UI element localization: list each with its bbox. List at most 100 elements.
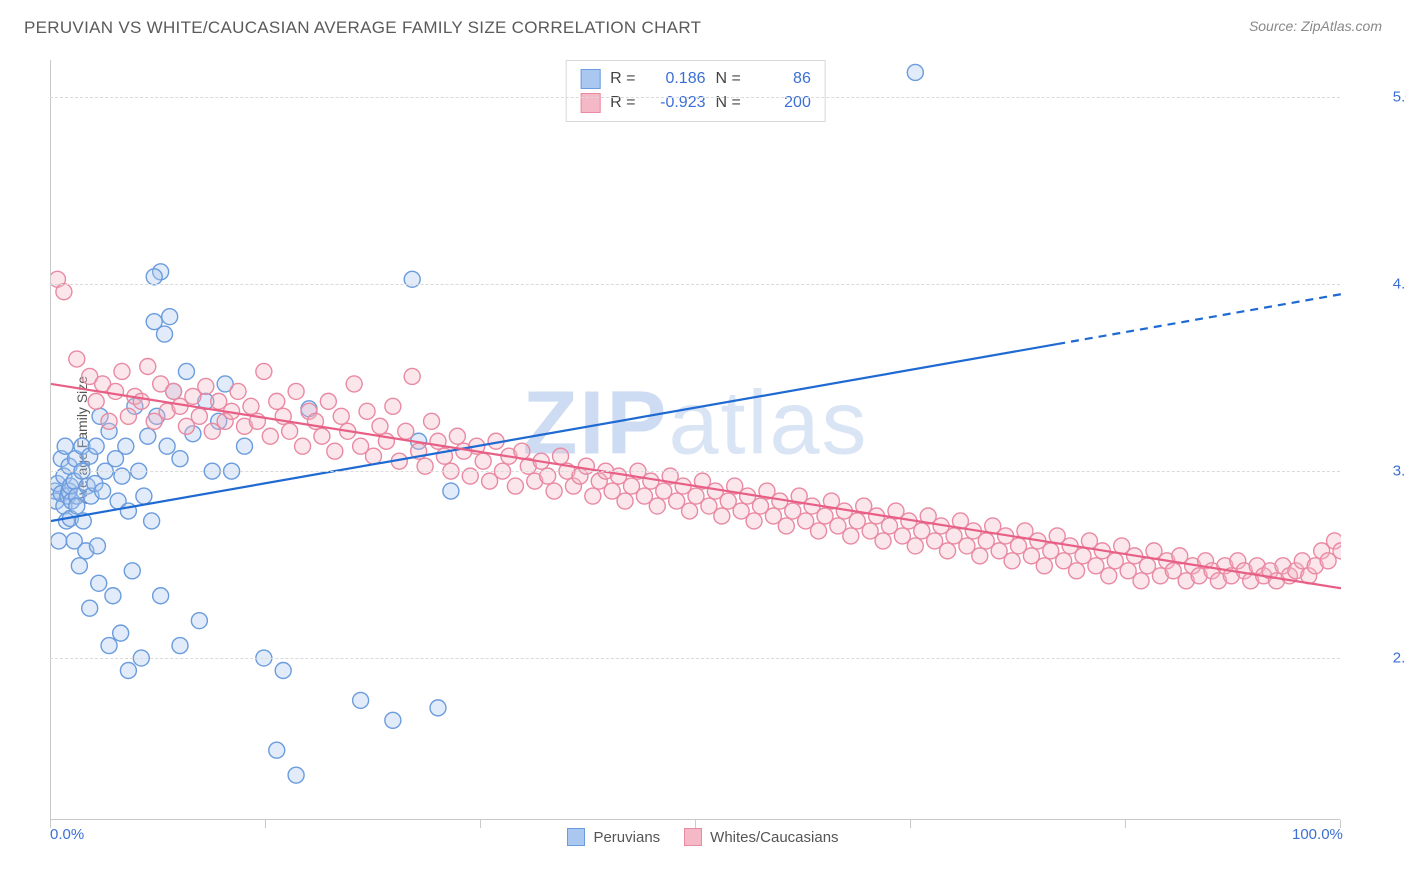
chart-title: PERUVIAN VS WHITE/CAUCASIAN AVERAGE FAMI… <box>24 18 701 38</box>
data-point-peruvians <box>140 428 156 444</box>
legend-swatch-icon <box>684 828 702 846</box>
legend-item: Whites/Caucasians <box>684 828 838 846</box>
x-tick-mark <box>265 820 266 828</box>
data-point-peruvians <box>269 742 285 758</box>
data-point-whites <box>424 413 440 429</box>
scatter-plot-svg <box>51 60 1341 820</box>
gridline <box>50 471 1340 472</box>
data-point-whites <box>69 351 85 367</box>
data-point-whites <box>230 383 246 399</box>
data-point-peruvians <box>95 483 111 499</box>
legend-label: Peruvians <box>593 829 660 846</box>
data-point-peruvians <box>69 498 85 514</box>
data-point-whites <box>133 393 149 409</box>
data-point-peruvians <box>353 692 369 708</box>
data-point-peruvians <box>146 269 162 285</box>
data-point-peruvians <box>157 326 173 342</box>
data-point-peruvians <box>907 64 923 80</box>
regression-line-extrapolated-peruvians <box>1057 294 1341 344</box>
data-point-peruvians <box>237 438 253 454</box>
correlation-legend-row: R = -0.923 N = 200 <box>580 91 811 115</box>
data-point-whites <box>907 538 923 554</box>
data-point-whites <box>546 483 562 499</box>
gridline <box>50 284 1340 285</box>
data-point-peruvians <box>91 575 107 591</box>
data-point-whites <box>875 533 891 549</box>
data-point-peruvians <box>430 700 446 716</box>
data-point-peruvians <box>178 363 194 379</box>
data-point-peruvians <box>118 438 134 454</box>
legend-r-value: -0.923 <box>646 91 706 115</box>
legend-swatch-icon <box>580 93 600 113</box>
data-point-peruvians <box>105 588 121 604</box>
data-point-whites <box>198 378 214 394</box>
legend-r-label: R = <box>610 91 635 115</box>
data-point-peruvians <box>288 767 304 783</box>
data-point-whites <box>475 453 491 469</box>
data-point-whites <box>398 423 414 439</box>
legend-n-label: N = <box>716 91 741 115</box>
y-tick-label: 2.75 <box>1393 650 1406 667</box>
correlation-legend: R = 0.186 N = 86R = -0.923 N = 200 <box>565 60 826 122</box>
data-point-peruvians <box>144 513 160 529</box>
data-point-peruvians <box>275 662 291 678</box>
data-point-peruvians <box>120 662 136 678</box>
data-point-whites <box>372 418 388 434</box>
gridline <box>50 658 1340 659</box>
x-tick-mark <box>910 820 911 828</box>
legend-label: Whites/Caucasians <box>710 829 838 846</box>
data-point-whites <box>811 523 827 539</box>
data-point-whites <box>243 398 259 414</box>
data-point-whites <box>166 383 182 399</box>
data-point-peruvians <box>136 488 152 504</box>
legend-n-value: 86 <box>751 67 811 91</box>
series-legend: Peruvians Whites/Caucasians <box>0 828 1406 846</box>
data-point-whites <box>262 428 278 444</box>
y-tick-label: 4.25 <box>1393 276 1406 293</box>
data-point-whites <box>746 513 762 529</box>
data-point-whites <box>320 393 336 409</box>
x-tick-mark <box>480 820 481 828</box>
data-point-whites <box>88 393 104 409</box>
data-point-whites <box>108 383 124 399</box>
data-point-whites <box>585 488 601 504</box>
data-point-whites <box>282 423 298 439</box>
data-point-whites <box>1069 563 1085 579</box>
data-point-whites <box>269 393 285 409</box>
legend-n-label: N = <box>716 67 741 91</box>
data-point-whites <box>553 448 569 464</box>
data-point-peruvians <box>162 309 178 325</box>
data-point-whites <box>256 363 272 379</box>
data-point-whites <box>288 383 304 399</box>
data-point-peruvians <box>191 613 207 629</box>
data-point-peruvians <box>172 451 188 467</box>
data-point-whites <box>972 548 988 564</box>
data-point-whites <box>101 413 117 429</box>
legend-r-value: 0.186 <box>646 67 706 91</box>
data-point-peruvians <box>101 638 117 654</box>
data-point-whites <box>940 543 956 559</box>
source-label: Source: ZipAtlas.com <box>1249 18 1382 34</box>
data-point-whites <box>114 363 130 379</box>
legend-n-value: 200 <box>751 91 811 115</box>
data-point-peruvians <box>172 638 188 654</box>
data-point-whites <box>120 408 136 424</box>
data-point-whites <box>327 443 343 459</box>
data-point-whites <box>295 438 311 454</box>
y-tick-label: 3.50 <box>1393 463 1406 480</box>
data-point-whites <box>359 403 375 419</box>
data-point-peruvians <box>113 625 129 641</box>
chart-container: Average Family Size ZIPatlas R =0.186N =… <box>50 60 1380 820</box>
data-point-whites <box>385 398 401 414</box>
data-point-peruvians <box>88 438 104 454</box>
legend-item: Peruvians <box>567 828 660 846</box>
x-tick-mark <box>1125 820 1126 828</box>
data-point-peruvians <box>385 712 401 728</box>
data-point-whites <box>1036 558 1052 574</box>
legend-swatch-icon <box>580 69 600 89</box>
data-point-whites <box>404 368 420 384</box>
data-point-whites <box>56 284 72 300</box>
data-point-whites <box>649 498 665 514</box>
data-point-whites <box>1004 553 1020 569</box>
data-point-whites <box>1133 573 1149 589</box>
